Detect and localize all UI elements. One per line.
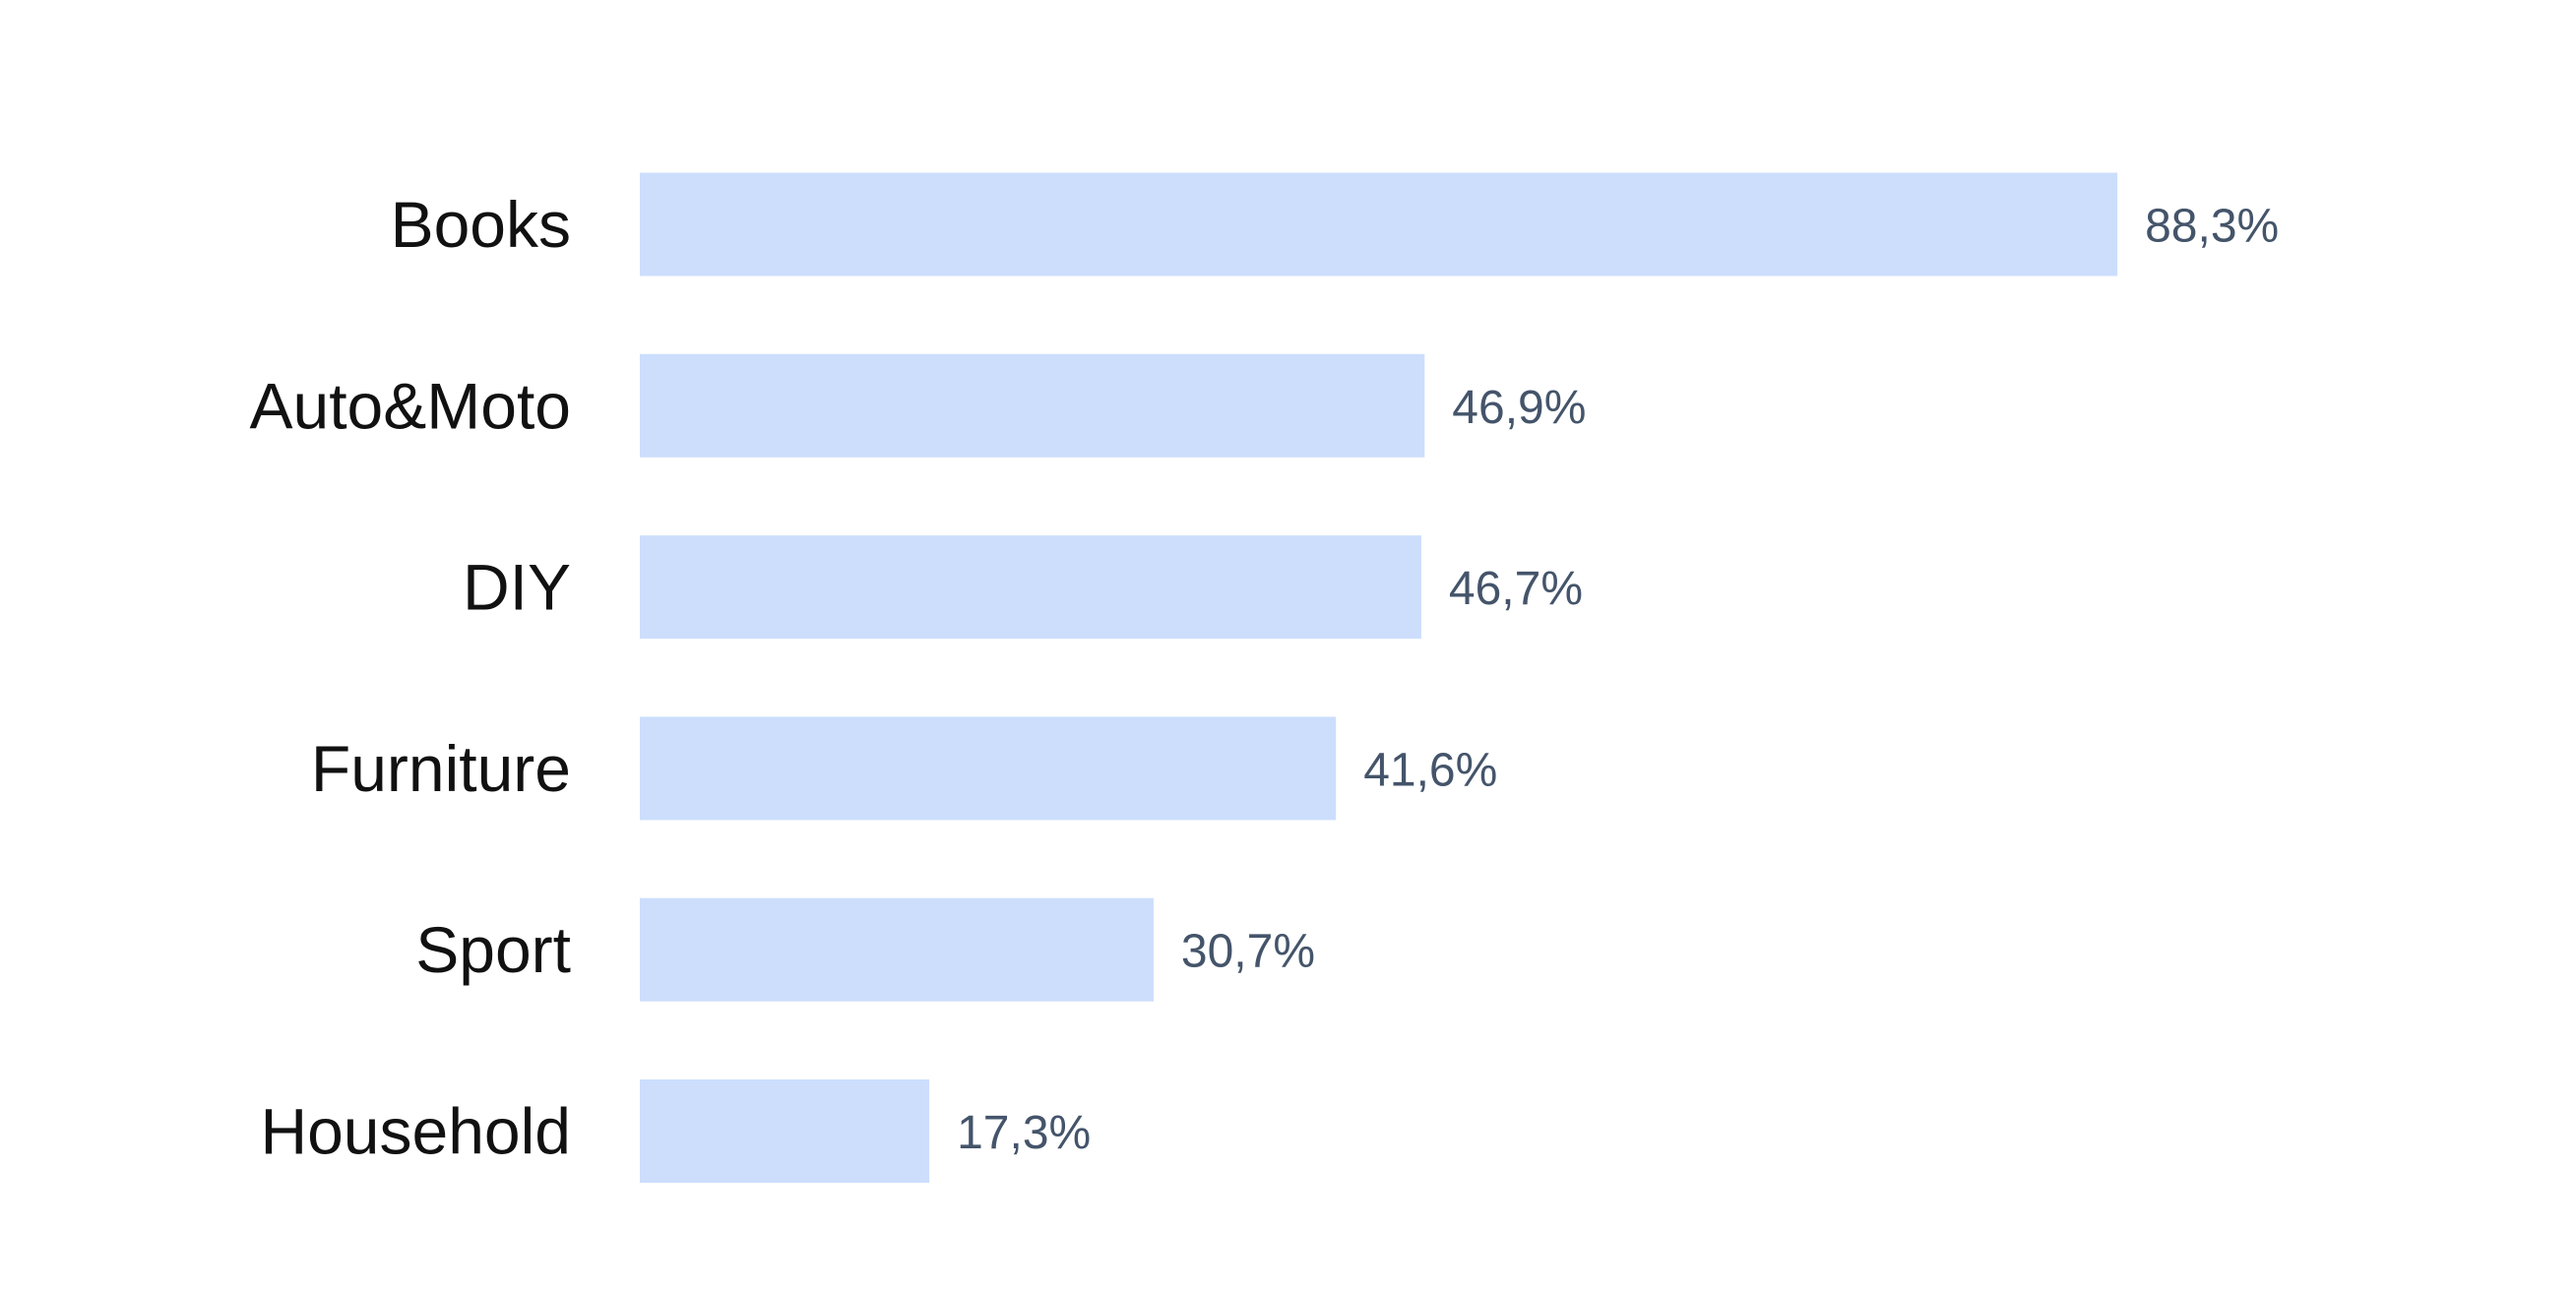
data-label: 30,7%: [1181, 926, 1315, 978]
data-label: 88,3%: [2145, 201, 2279, 253]
labels-layer: Books 88,3% Auto&Moto 46,9% DIY 46,7% Furnitur…: [249, 188, 2279, 1168]
category-label: Sport: [415, 913, 571, 986]
data-label: 46,9%: [1452, 382, 1586, 434]
category-label: Household: [260, 1095, 571, 1168]
bar: [640, 172, 2118, 276]
data-label: 46,7%: [1449, 563, 1583, 615]
bar: [640, 716, 1337, 821]
bars-layer: [640, 172, 2118, 1183]
category-label: Books: [391, 188, 571, 261]
category-label: Auto&Moto: [249, 369, 571, 442]
bar: [640, 1079, 930, 1183]
bar: [640, 353, 1425, 458]
data-label: 41,6%: [1363, 744, 1497, 796]
category-label: DIY: [463, 551, 571, 624]
category-label: Furniture: [311, 732, 571, 805]
data-label: 17,3%: [957, 1107, 1091, 1159]
bar: [640, 897, 1154, 1002]
bar: [640, 535, 1421, 640]
